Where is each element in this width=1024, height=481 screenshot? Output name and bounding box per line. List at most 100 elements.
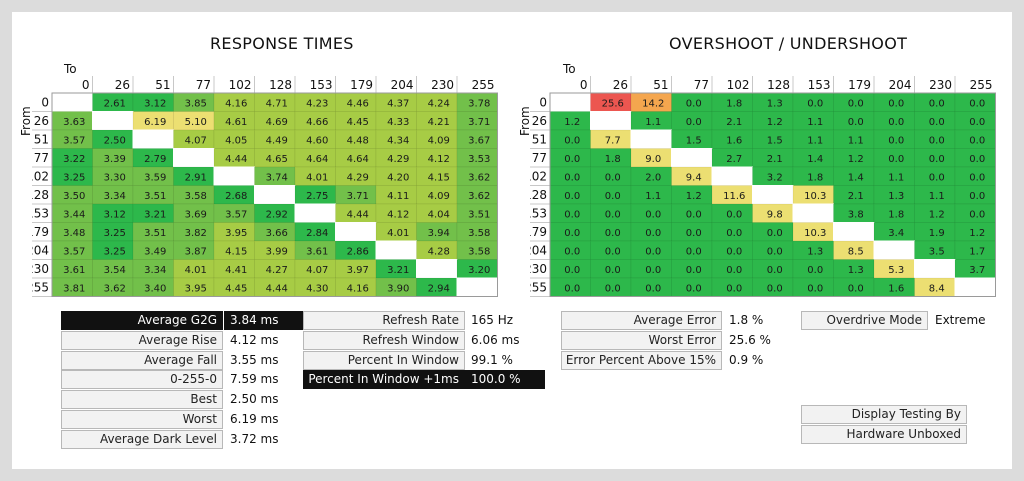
response-cell-value: 4.33 [387, 117, 409, 128]
response-cell-value: 3.81 [63, 283, 85, 294]
overshoot-cell-value: 0.0 [645, 283, 661, 294]
overshoot-cell-value: 0.0 [564, 265, 580, 276]
overshoot-cell [549, 92, 591, 112]
overshoot-cell-value: 2.1 [726, 117, 742, 128]
overshoot-cell-value: 0.0 [686, 283, 702, 294]
overshoot-cell-value: 0.0 [969, 154, 985, 165]
overshoot-cell-value: 1.2 [767, 117, 783, 128]
response-cell-value: 3.58 [185, 191, 207, 202]
response-cell-value: 3.12 [104, 209, 126, 220]
g2g-stat-label: Average G2G [61, 311, 223, 330]
response-times-title: RESPONSE TIMES [210, 34, 354, 53]
response-col-label: 255 [472, 78, 495, 92]
overshoot-cell-value: 0.0 [888, 154, 904, 165]
overshoot-cell-value: 0.0 [969, 191, 985, 202]
overshoot-cell-value: 0.0 [929, 117, 945, 128]
response-cell-value: 3.62 [468, 191, 490, 202]
response-cell-value: 2.84 [306, 228, 328, 239]
response-cell-value: 4.29 [347, 172, 369, 183]
overshoot-row-label: 77 [532, 151, 547, 165]
response-cell-value: 4.11 [387, 191, 409, 202]
overshoot-cell-value: 1.8 [807, 172, 823, 183]
overshoot-cell-value: 0.0 [848, 98, 864, 109]
response-cell-value: 3.63 [63, 117, 85, 128]
response-cell-value: 4.16 [225, 98, 247, 109]
response-cell-value: 3.40 [144, 283, 166, 294]
overshoot-cell-value: 8.5 [848, 246, 864, 257]
overshoot-cell-value: 1.4 [848, 172, 864, 183]
overshoot-cell-value: 10.3 [804, 191, 826, 202]
response-cell-value: 4.44 [347, 209, 369, 220]
overshoot-title: OVERSHOOT / UNDERSHOOT [669, 34, 908, 53]
g2g-stat-label: Best [61, 390, 223, 410]
overshoot-cell-value: 7.7 [605, 135, 621, 146]
overshoot-cell-value: 1.1 [929, 191, 945, 202]
overshoot-cell-value: 1.2 [564, 117, 580, 128]
overshoot-cell-value: 8.4 [929, 283, 945, 294]
response-cell-value: 3.85 [185, 98, 207, 109]
overshoot-cell-value: 1.2 [969, 228, 985, 239]
refresh-stat-label: Percent In Window [303, 350, 465, 370]
response-cell-value: 2.91 [185, 172, 207, 183]
g2g-stat-label: Average Rise [61, 330, 223, 350]
response-cell-value: 3.90 [387, 283, 409, 294]
response-cell-value: 3.57 [63, 246, 85, 257]
response-cell-value: 3.12 [144, 98, 166, 109]
response-cell-value: 4.64 [347, 154, 369, 165]
overshoot-cell-value: 0.0 [726, 228, 742, 239]
response-cell-value: 3.62 [104, 283, 126, 294]
overshoot-cell-value: 1.1 [645, 117, 661, 128]
response-cell-value: 3.25 [104, 228, 126, 239]
response-cell [416, 259, 458, 279]
overshoot-cell-value: 0.0 [929, 98, 945, 109]
overshoot-col-label: 102 [727, 78, 750, 92]
response-cell-value: 3.51 [144, 191, 166, 202]
response-cell-value: 2.68 [225, 191, 247, 202]
overshoot-cell-value: 1.3 [848, 265, 864, 276]
overshoot-cell-value: 0.0 [969, 117, 985, 128]
response-col-label: 128 [269, 78, 292, 92]
overshoot-cell-value: 0.0 [605, 228, 621, 239]
overshoot-cell-value: 25.6 [602, 98, 624, 109]
response-cell-value: 3.21 [144, 209, 166, 220]
error-stat-value: 0.9 % [729, 352, 764, 367]
response-cell [254, 185, 296, 205]
overshoot-cell-value: 9.4 [686, 172, 702, 183]
overshoot-cell-value: 0.0 [726, 265, 742, 276]
overshoot-cell-value: 0.0 [929, 135, 945, 146]
response-cell-value: 3.95 [185, 283, 207, 294]
overshoot-cell-value: 1.5 [767, 135, 783, 146]
response-cell-value: 4.37 [387, 98, 409, 109]
response-col-label: 230 [431, 78, 454, 92]
response-cell-value: 4.66 [306, 117, 328, 128]
response-cell-value: 3.39 [104, 154, 126, 165]
overshoot-cell-value: 0.0 [767, 228, 783, 239]
overshoot-row-label: 128 [530, 188, 547, 202]
response-col-label: 102 [229, 78, 252, 92]
response-cell-value: 4.16 [347, 283, 369, 294]
response-cell-value: 3.69 [185, 209, 207, 220]
overshoot-cell-value: 0.0 [969, 135, 985, 146]
response-row-label: 51 [34, 132, 49, 146]
response-cell [132, 129, 174, 149]
overshoot-col-label: 179 [848, 78, 871, 92]
overshoot-cell-value: 0.0 [686, 228, 702, 239]
overshoot-col-label: 255 [970, 78, 993, 92]
overshoot-cell-value: 0.0 [564, 246, 580, 257]
overshoot-cell-value: 2.1 [848, 191, 864, 202]
error-stat-value: 25.6 % [729, 332, 771, 347]
response-cell-value: 3.25 [63, 172, 85, 183]
overshoot-cell-value: 0.0 [929, 172, 945, 183]
overshoot-cell-value: 0.0 [807, 265, 823, 276]
overshoot-cell-value: 0.0 [888, 135, 904, 146]
overshoot-cell-value: 0.0 [969, 172, 985, 183]
response-cell-value: 4.07 [306, 265, 328, 276]
overshoot-cell-value: 1.3 [807, 246, 823, 257]
overshoot-cell-value: 1.7 [969, 246, 985, 257]
response-cell-value: 4.27 [266, 265, 288, 276]
response-cell-value: 2.86 [347, 246, 369, 257]
overshoot-cell-value: 0.0 [564, 172, 580, 183]
overshoot-row-label: 255 [530, 280, 547, 294]
overshoot-cell [914, 259, 956, 279]
overshoot-cell-value: 1.3 [888, 191, 904, 202]
